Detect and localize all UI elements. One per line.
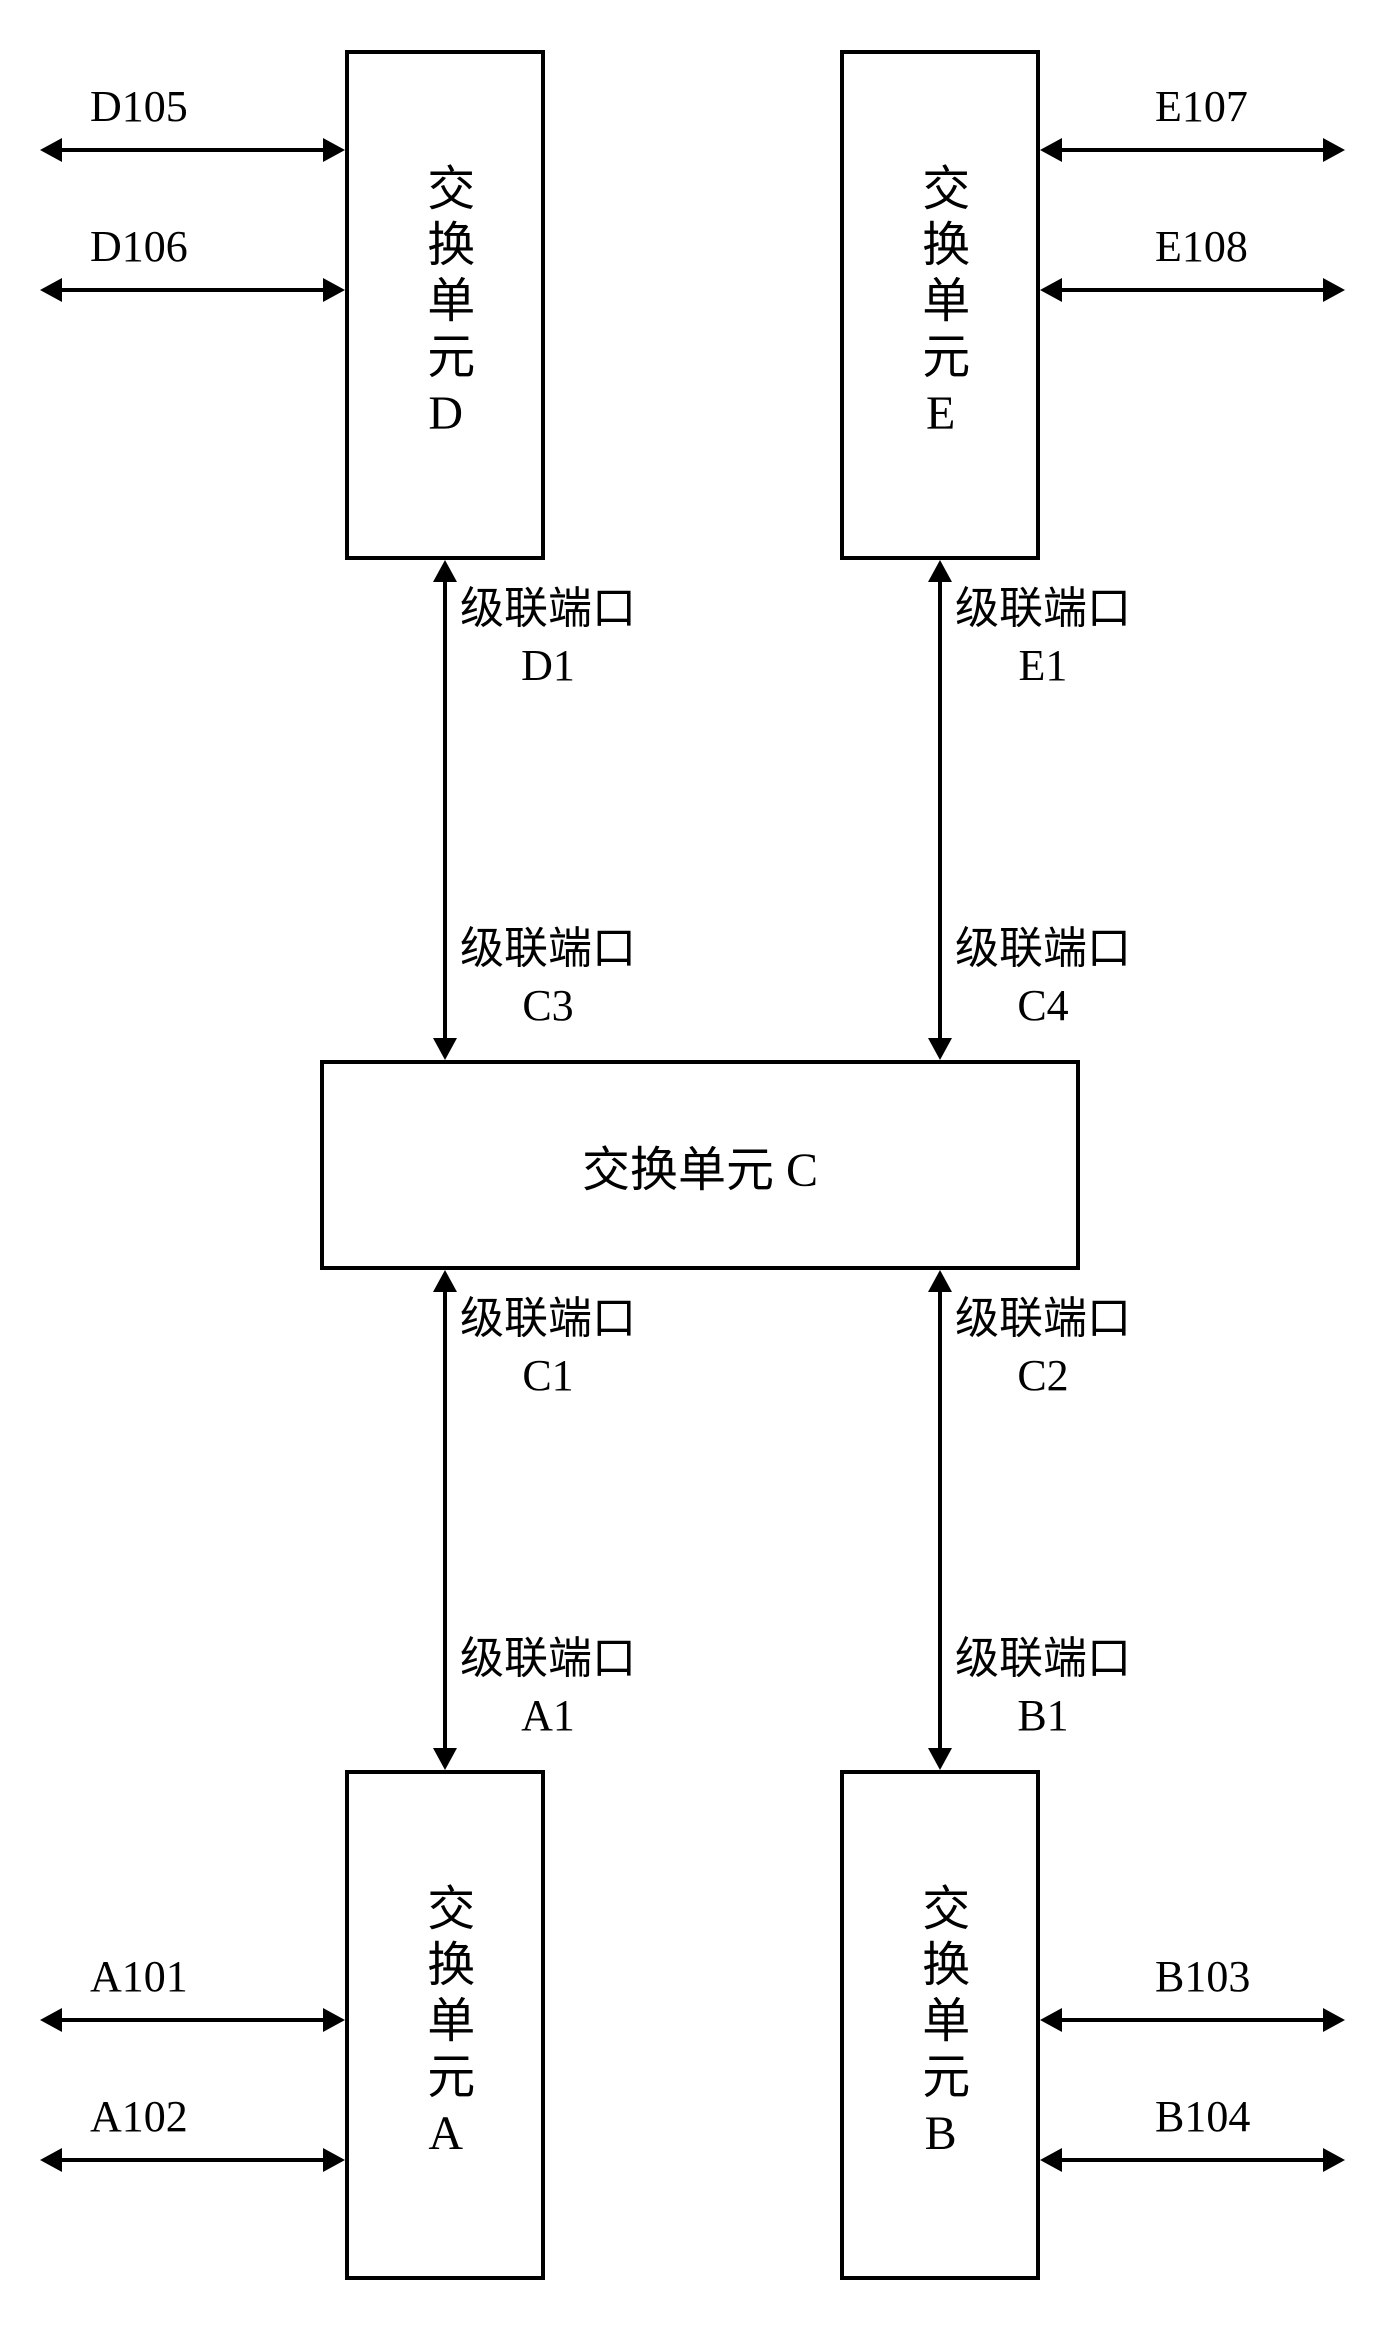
ext-label-d106: D106 <box>90 225 188 269</box>
node-d-label: 交换单元D <box>414 163 476 448</box>
port-label-c4: 级联端口 C4 <box>955 920 1131 1034</box>
node-c-label: 交换单元 C <box>582 1130 818 1200</box>
ext-label-a101: A101 <box>90 1955 188 1999</box>
node-switch-unit-e: 交换单元E <box>840 50 1040 560</box>
ext-label-b104: B104 <box>1155 2095 1250 2139</box>
arrow-d105 <box>40 150 345 170</box>
arrow-a101 <box>40 2020 345 2040</box>
port-label-b1: 级联端口 B1 <box>955 1630 1131 1744</box>
port-label-c1: 级联端口 C1 <box>460 1290 636 1404</box>
diagram-root: 交换单元D 交换单元E 交换单元 C 交换单元A 交换单元B <box>0 0 1391 2336</box>
arrow-a102 <box>40 2160 345 2180</box>
arrow-b104 <box>1040 2160 1345 2180</box>
node-switch-unit-a: 交换单元A <box>345 1770 545 2280</box>
arrow-b103 <box>1040 2020 1345 2040</box>
ext-label-e108: E108 <box>1155 225 1248 269</box>
ext-label-d105: D105 <box>90 85 188 129</box>
node-a-label: 交换单元A <box>414 1883 476 2168</box>
ext-label-b103: B103 <box>1155 1955 1250 1999</box>
ext-label-e107: E107 <box>1155 85 1248 129</box>
node-switch-unit-b: 交换单元B <box>840 1770 1040 2280</box>
ext-label-a102: A102 <box>90 2095 188 2139</box>
arrow-d106 <box>40 290 345 310</box>
port-label-c2: 级联端口 C2 <box>955 1290 1131 1404</box>
port-label-e1: 级联端口 E1 <box>955 580 1131 694</box>
node-b-label: 交换单元B <box>909 1883 971 2168</box>
port-label-d1: 级联端口 D1 <box>460 580 636 694</box>
arrow-e107 <box>1040 150 1345 170</box>
port-label-a1: 级联端口 A1 <box>460 1630 636 1744</box>
node-switch-unit-c: 交换单元 C <box>320 1060 1080 1270</box>
port-label-c3: 级联端口 C3 <box>460 920 636 1034</box>
node-e-label: 交换单元E <box>909 163 971 448</box>
arrow-e108 <box>1040 290 1345 310</box>
node-switch-unit-d: 交换单元D <box>345 50 545 560</box>
